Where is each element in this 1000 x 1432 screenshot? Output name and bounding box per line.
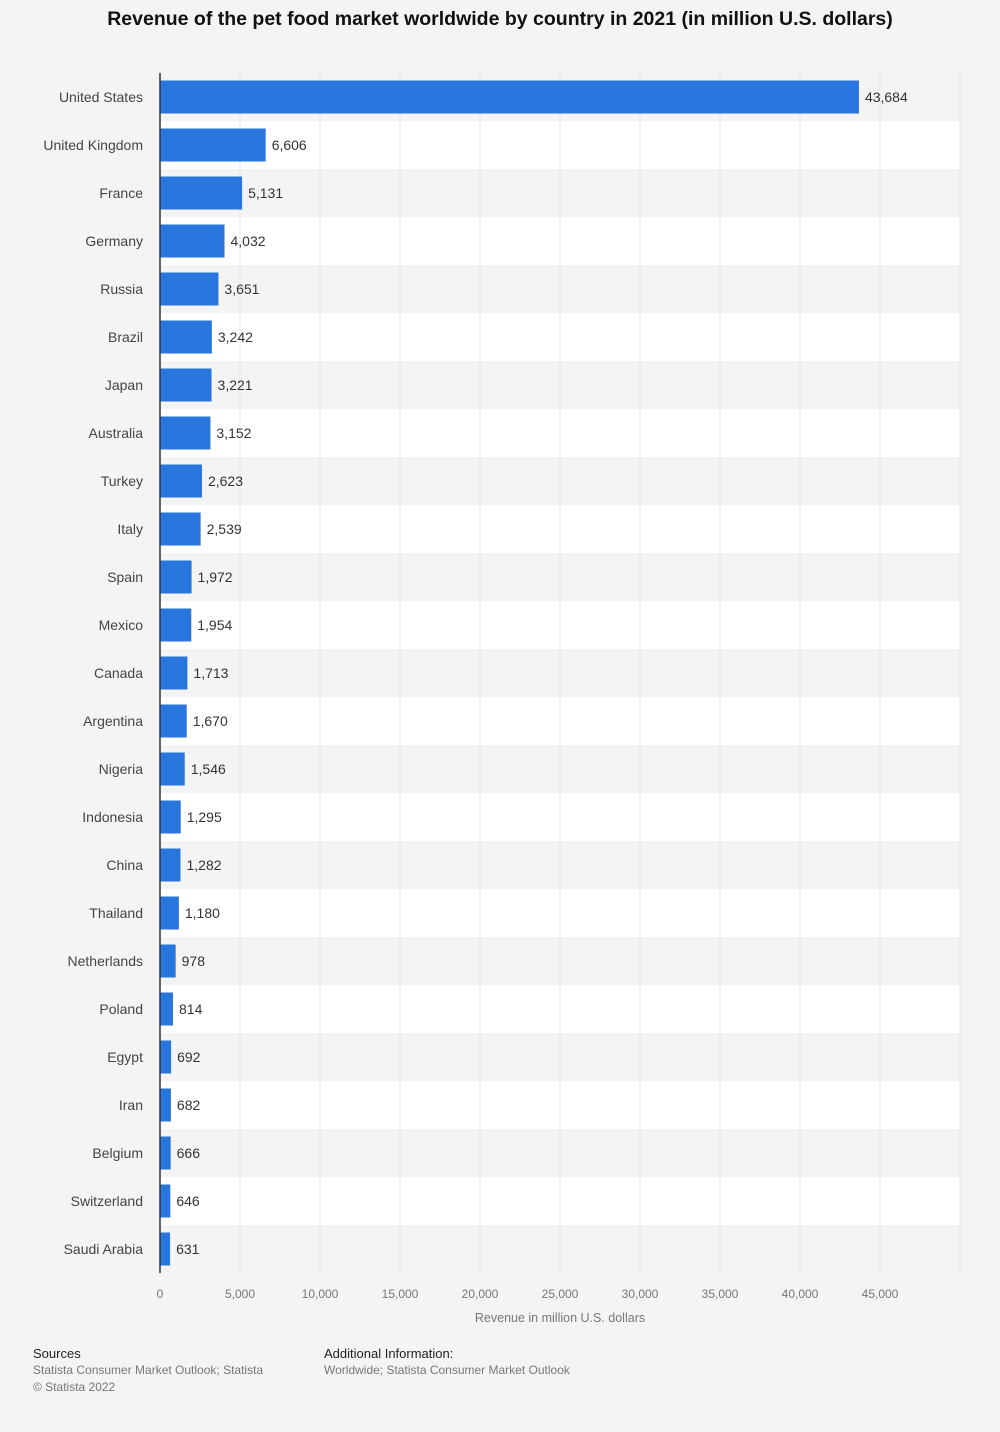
bar: [160, 608, 192, 642]
x-tick-label: 10,000: [302, 1287, 339, 1301]
copyright-text: © Statista 2022: [33, 1380, 116, 1394]
category-label: Russia: [100, 281, 143, 297]
category-label: Argentina: [83, 713, 143, 729]
category-label: Egypt: [107, 1049, 143, 1065]
bar-chart: United States 43,684 United Kingdom 6,606 Fr…: [43, 73, 961, 1325]
x-tick-label: 5,000: [225, 1287, 255, 1301]
data-label: 1,972: [198, 569, 233, 585]
data-label: 978: [182, 953, 206, 969]
data-label: 3,152: [216, 425, 251, 441]
bar: [160, 464, 202, 498]
category-label: Belgium: [92, 1145, 143, 1161]
data-label: 814: [179, 1001, 203, 1017]
bar: [160, 128, 266, 162]
bar: [160, 80, 859, 114]
category-label: Turkey: [101, 473, 143, 489]
bar: [160, 800, 181, 834]
x-axis-title: Revenue in million U.S. dollars: [475, 1311, 645, 1325]
bar: [160, 272, 219, 306]
x-tick-label: 25,000: [542, 1287, 579, 1301]
category-label: Japan: [105, 377, 143, 393]
category-label: Thailand: [89, 905, 143, 921]
data-label: 1,713: [193, 665, 228, 681]
category-label: United Kingdom: [43, 137, 143, 153]
bar: [160, 1040, 172, 1074]
data-label: 1,180: [185, 905, 220, 921]
x-tick-label: 45,000: [862, 1287, 899, 1301]
category-label: Switzerland: [71, 1193, 143, 1209]
bar: [160, 656, 188, 690]
data-label: 5,131: [248, 185, 283, 201]
data-label: 1,546: [191, 761, 226, 777]
category-label: Poland: [99, 1001, 143, 1017]
category-label: Germany: [85, 233, 143, 249]
data-label: 1,954: [197, 617, 232, 633]
category-label: China: [106, 857, 143, 873]
category-label: Australia: [89, 425, 144, 441]
data-label: 631: [176, 1241, 200, 1257]
data-label: 1,295: [187, 809, 222, 825]
additional-info-block: Additional Information: Worldwide; Stati…: [324, 1346, 570, 1378]
category-label: Italy: [117, 521, 143, 537]
additional-info-text: Worldwide; Statista Consumer Market Outl…: [324, 1363, 570, 1377]
bar: [160, 896, 179, 930]
bar: [160, 1088, 171, 1122]
data-label: 646: [176, 1193, 200, 1209]
sources-text: Statista Consumer Market Outlook; Statis…: [33, 1363, 264, 1377]
x-tick-label: 15,000: [382, 1287, 419, 1301]
bar: [160, 320, 212, 354]
bar: [160, 512, 201, 546]
category-label: Iran: [119, 1097, 143, 1113]
bar: [160, 176, 243, 210]
bar: [160, 416, 211, 450]
data-label: 4,032: [231, 233, 266, 249]
category-label: France: [99, 185, 143, 201]
category-label: Canada: [94, 665, 143, 681]
data-label: 1,670: [193, 713, 228, 729]
bar: [160, 1232, 171, 1266]
bar: [160, 704, 187, 738]
category-label: Brazil: [108, 329, 143, 345]
data-label: 666: [177, 1145, 201, 1161]
x-tick-label: 20,000: [462, 1287, 499, 1301]
category-label: United States: [59, 89, 143, 105]
category-label: Saudi Arabia: [64, 1241, 144, 1257]
data-label: 3,651: [224, 281, 259, 297]
data-label: 1,282: [187, 857, 222, 873]
x-tick-label: 40,000: [782, 1287, 819, 1301]
sources-heading: Sources: [33, 1346, 81, 1361]
bar: [160, 944, 176, 978]
category-label: Spain: [107, 569, 143, 585]
data-label: 692: [177, 1049, 201, 1065]
data-label: 682: [177, 1097, 201, 1113]
sources-block: Sources Statista Consumer Market Outlook…: [33, 1346, 263, 1395]
data-label: 2,623: [208, 473, 243, 489]
bar: [160, 848, 181, 882]
bar: [160, 992, 174, 1026]
bar: [160, 752, 185, 786]
bar: [160, 368, 212, 402]
x-tick-label: 30,000: [622, 1287, 659, 1301]
bar: [160, 1136, 171, 1170]
data-label: 3,242: [218, 329, 253, 345]
category-label: Netherlands: [68, 953, 144, 969]
chart-title: Revenue of the pet food market worldwide…: [107, 8, 893, 30]
bar: [160, 224, 225, 258]
bar: [160, 560, 192, 594]
category-label: Nigeria: [99, 761, 144, 777]
category-label: Indonesia: [82, 809, 143, 825]
x-tick-label: 0: [157, 1287, 164, 1301]
additional-info-heading: Additional Information:: [324, 1346, 454, 1361]
data-label: 2,539: [207, 521, 242, 537]
category-label: Mexico: [99, 617, 144, 633]
data-label: 43,684: [865, 89, 908, 105]
bar: [160, 1184, 171, 1218]
data-label: 6,606: [272, 137, 307, 153]
data-label: 3,221: [218, 377, 253, 393]
x-tick-label: 35,000: [702, 1287, 739, 1301]
